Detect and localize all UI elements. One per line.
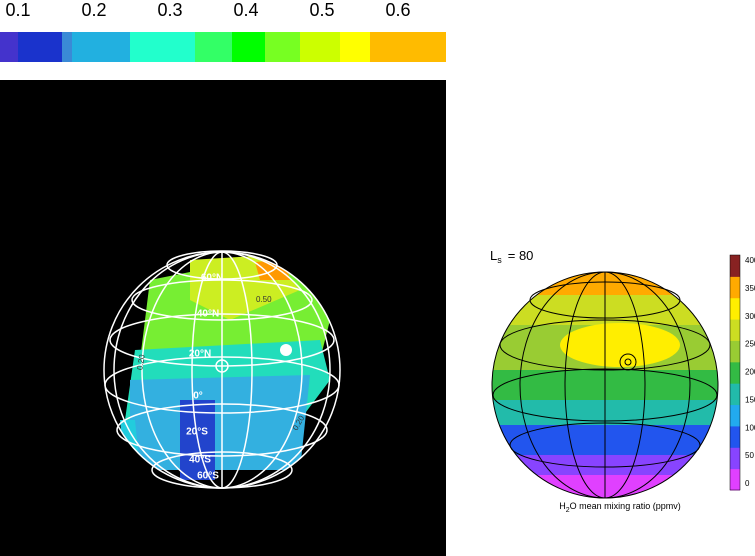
top-colorbar: 0.1 0.2 0.3 0.4 0.5 0.6 <box>0 0 446 62</box>
colorbar-frame <box>729 254 741 491</box>
colorbar-tick-label: 0 <box>745 479 750 488</box>
contour-label: 0.50 <box>256 295 272 304</box>
ls-label: Ls = 80 <box>490 248 533 265</box>
colorbar-segment <box>730 447 740 470</box>
colorbar-segment <box>730 297 740 320</box>
colorbar-segment <box>340 32 370 62</box>
colorbar-segment <box>18 32 62 62</box>
latitude-label: 40°N <box>197 309 219 320</box>
latitude-label: 60°N <box>201 273 223 284</box>
right-colorbar: 0 50 100 150 200 250 300 350 400 <box>729 254 755 491</box>
colorbar-tick-label: 250 <box>745 340 755 349</box>
colorbar-tick-label: 350 <box>745 284 755 293</box>
left-graticule <box>103 250 341 489</box>
colorbar-tick-label: 0.4 <box>233 0 258 20</box>
colorbar-segment <box>730 404 740 427</box>
latitude-label: 60°S <box>197 471 219 482</box>
colorbar-segment <box>370 32 446 62</box>
colorbar-segment <box>730 255 740 277</box>
colorbar-segment <box>62 32 72 62</box>
colorbar-tick-label: 50 <box>745 451 754 460</box>
colorbar-tick-label: 150 <box>745 395 755 404</box>
colorbar-tick-label: 0.6 <box>385 0 410 20</box>
colorbar-segment <box>730 361 740 384</box>
colorbar-segment <box>730 468 740 491</box>
colorbar-segment <box>195 32 232 62</box>
colorbar-segment <box>730 276 740 299</box>
colorbar-tick-label: 0.1 <box>5 0 30 20</box>
latitude-label: 20°N <box>189 349 211 360</box>
colorbar-segment <box>72 32 130 62</box>
colorbar-tick-label: 0.5 <box>309 0 334 20</box>
marker <box>280 344 292 356</box>
colorbar-segment <box>265 32 300 62</box>
contour-label: 0.20 <box>135 353 147 370</box>
colorbar-segment <box>730 425 740 448</box>
colorbar-segment <box>730 340 740 363</box>
colorbar-segment <box>232 32 265 62</box>
colorbar-segment <box>0 32 18 62</box>
colorbar-tick-label: 0.3 <box>157 0 182 20</box>
colorbar-tick-label: 400 <box>745 256 755 265</box>
colorbar-segment <box>730 319 740 341</box>
latitude-label: 0° <box>193 391 203 402</box>
colorbar-tick-label: 200 <box>745 368 755 377</box>
colorbar-segment <box>130 32 195 62</box>
colorbar-tick-label: 100 <box>745 423 755 432</box>
latitude-label: 20°S <box>186 427 208 438</box>
colorbar-tick-label: 300 <box>745 312 755 321</box>
colorbar-tick-label: 0.2 <box>81 0 106 20</box>
colorbar-segment <box>730 383 740 406</box>
colorbar-segment <box>300 32 340 62</box>
caption: H2O mean mixing ratio (ppmv) <box>559 501 680 513</box>
latitude-label: 40°S <box>189 455 211 466</box>
right-graticule <box>491 271 719 499</box>
